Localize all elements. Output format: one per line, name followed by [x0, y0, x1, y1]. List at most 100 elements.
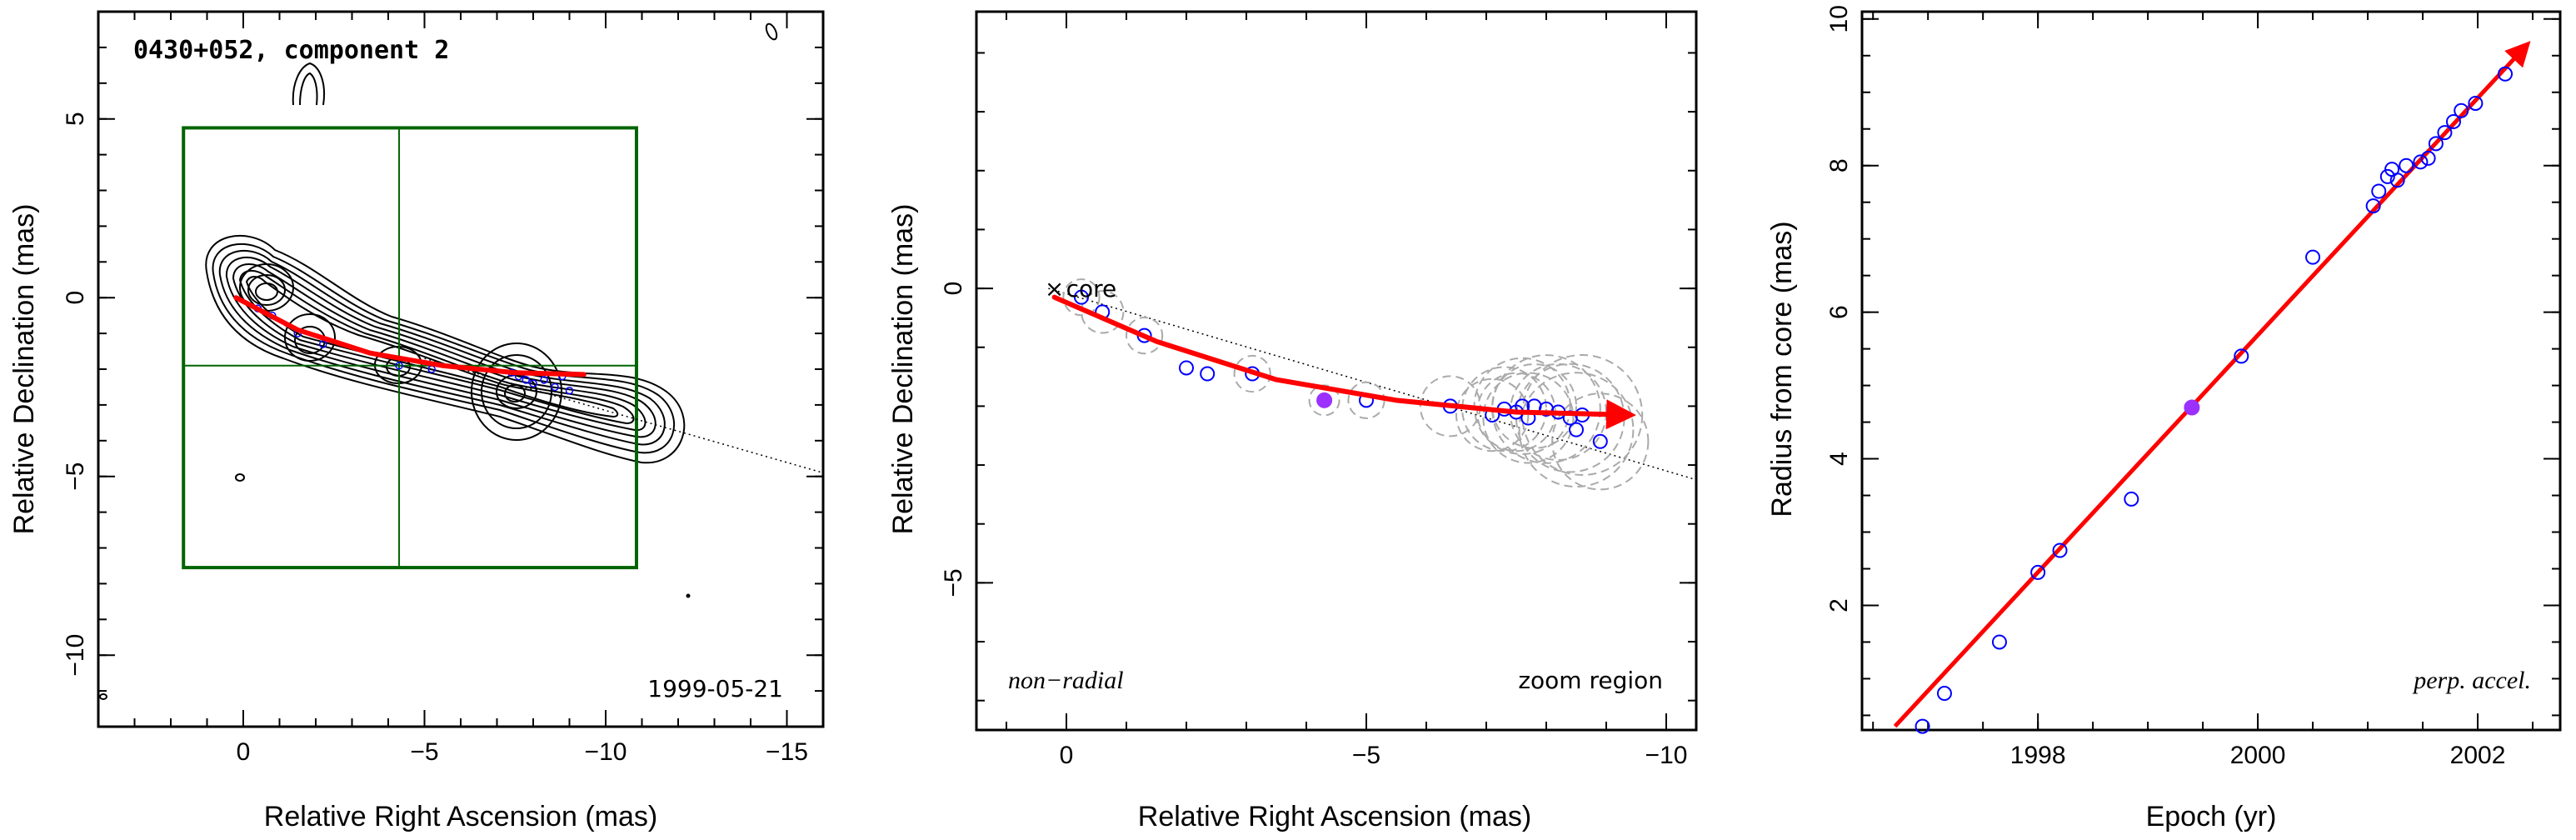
radius-point — [2371, 183, 2387, 199]
y-tick-label: 4 — [1825, 452, 1853, 466]
core-marker: × core — [1045, 275, 1116, 302]
y-tick-label: 0 — [940, 282, 967, 296]
error-circle — [1233, 354, 1271, 393]
component-point — [565, 386, 574, 395]
epoch-date-label: 1999-05-21 — [647, 675, 783, 702]
component-point — [551, 382, 559, 392]
x-tick-label: 0 — [1060, 742, 1074, 769]
non-radial-label: non−radial — [1008, 667, 1124, 694]
y-tick-label: 0 — [62, 291, 89, 305]
perp-accel-label: perp. accel. — [2412, 667, 2531, 694]
x-tick-label: 2000 — [2230, 742, 2286, 769]
radius-point — [2389, 172, 2405, 188]
component-point — [1074, 289, 1089, 305]
x-tick-label: −10 — [1645, 742, 1688, 769]
radius-point — [2379, 168, 2395, 184]
x-axis-title: Epoch (yr) — [2146, 801, 2277, 832]
radius-point — [2428, 136, 2444, 152]
extension-dotted-line — [424, 358, 824, 474]
x-tick-label: −15 — [766, 738, 808, 766]
contour — [765, 22, 778, 41]
error-circle — [1515, 362, 1625, 473]
contour — [225, 256, 656, 438]
contour — [299, 72, 318, 106]
zoom-box-rect — [182, 126, 638, 570]
component-point — [395, 361, 403, 370]
radius-point — [2445, 113, 2461, 129]
error-circle — [1491, 362, 1577, 449]
radius-point — [1915, 718, 1930, 734]
radius-point — [1936, 686, 1952, 702]
y-tick-label: 6 — [1825, 305, 1853, 319]
x-tick-label: 2002 — [2450, 742, 2506, 769]
map-title: 0430+052, component 2 — [133, 36, 449, 65]
linear-fit — [1893, 41, 2531, 728]
zoom-box — [182, 126, 638, 570]
component-point — [540, 376, 548, 384]
error-circle — [1455, 378, 1530, 452]
radius-point — [2305, 249, 2321, 265]
error-circle — [1461, 366, 1547, 452]
trajectory — [233, 295, 587, 378]
radius-point — [2234, 348, 2249, 364]
panel-middle-zoom: 0 −5 −10 0 −5 × core non−radial zoom region R… — [887, 10, 1698, 832]
contour — [481, 354, 552, 429]
radio-contours — [99, 22, 778, 700]
x-axis-title: Relative Right Ascension (mas) — [264, 801, 657, 832]
x-axis-title: Relative Right Ascension (mas) — [1138, 801, 1531, 832]
error-circle — [1551, 392, 1650, 491]
panel-right-frame — [1860, 10, 2562, 732]
radius-point — [2365, 198, 2381, 214]
x-tick-label: 0 — [237, 738, 251, 766]
component-point — [318, 340, 327, 348]
trajectory-curve — [1051, 294, 1636, 430]
error-circle — [1062, 278, 1101, 317]
radius-point — [2399, 158, 2414, 173]
component-point — [529, 379, 537, 388]
contour — [247, 274, 286, 306]
y-tick-label: −5 — [940, 568, 967, 597]
radius-point — [2498, 66, 2514, 82]
component-point — [1179, 360, 1194, 376]
y-axis-title: Radius from core (mas) — [1766, 221, 1798, 517]
contour — [232, 262, 646, 432]
radius-point — [2454, 102, 2469, 118]
y-tick-label: 2 — [1825, 598, 1853, 612]
contour — [284, 313, 336, 362]
error-circle — [1491, 354, 1601, 464]
component-point — [522, 376, 531, 384]
radius-point — [2052, 542, 2068, 558]
error-circle — [1518, 372, 1635, 488]
panel-left-ticks: 0 −5 −10 −15 5 0 −5 −10 — [62, 11, 824, 766]
component-point — [1569, 422, 1584, 438]
x-tick-label: −5 — [410, 738, 438, 766]
y-tick-label: −10 — [62, 634, 89, 677]
y-tick-label: −5 — [62, 462, 89, 491]
y-tick-label: 10 — [1825, 5, 1853, 32]
component-point — [1592, 433, 1608, 449]
trajectory — [1051, 294, 1636, 430]
error-circle — [1347, 381, 1385, 419]
highlighted-epoch-point — [1316, 392, 1333, 408]
core-label: core — [1066, 275, 1117, 302]
x-tick-label: 1998 — [2010, 742, 2066, 769]
contour — [686, 593, 691, 598]
fit-line — [1893, 41, 2531, 728]
error-circles — [1062, 278, 1650, 491]
y-tick-label: 8 — [1825, 158, 1853, 172]
x-tick-label: −10 — [585, 738, 627, 766]
contour — [471, 342, 562, 441]
contour — [205, 234, 686, 464]
radius-point — [2030, 564, 2046, 580]
error-circle — [1308, 384, 1340, 417]
y-axis-title: Relative Declination (mas) — [887, 204, 919, 535]
extension-line — [424, 358, 824, 474]
x-tick-label: −5 — [1352, 742, 1380, 769]
radius-points — [1915, 66, 2514, 734]
contour — [255, 282, 278, 301]
contour — [504, 384, 526, 402]
panel-middle-ticks: 0 −5 −10 0 −5 — [940, 12, 1696, 769]
contour — [238, 270, 635, 425]
core-cross-icon: × — [1045, 275, 1064, 302]
